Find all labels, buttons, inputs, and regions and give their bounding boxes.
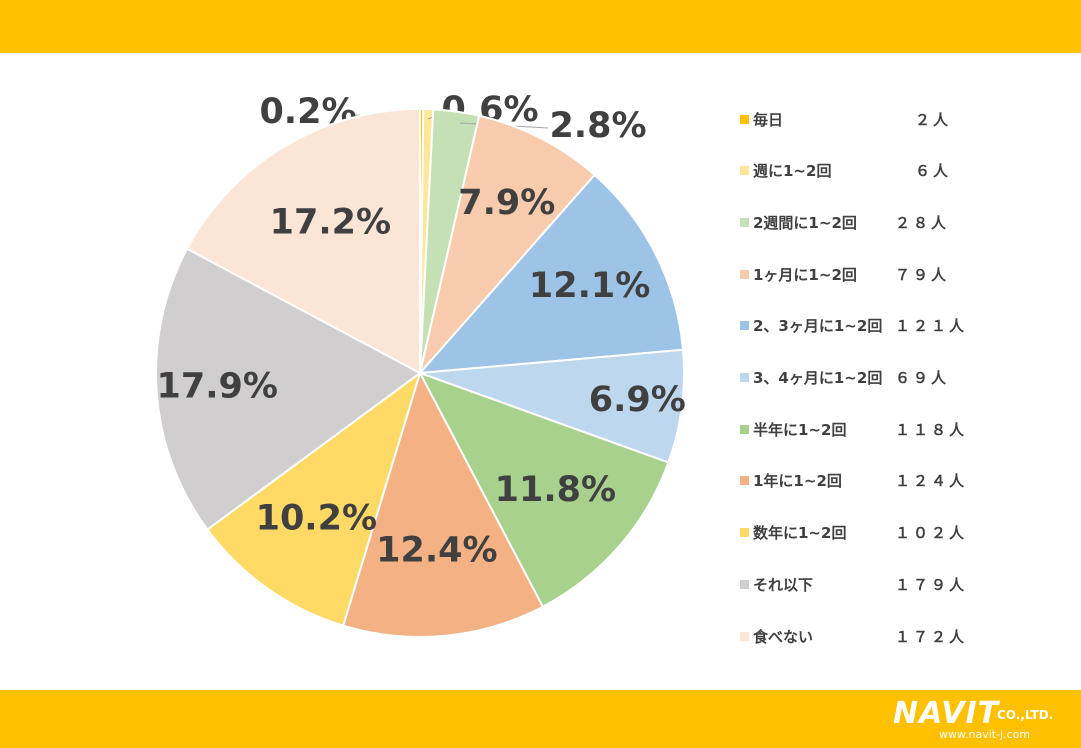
legend-item: 1ヶ月に1~2回 ７９人	[740, 261, 1070, 287]
company-logo: NAVIT CO.,LTD. www.navit-j.com	[893, 697, 1078, 745]
legend-label: 週に1~2回	[753, 162, 832, 181]
legend-count: ６９人	[895, 369, 950, 387]
legend-swatch	[740, 528, 749, 538]
slice-percent-label: 17.2%	[270, 203, 391, 243]
legend-label: 半年に1~2回	[753, 420, 847, 439]
legend-count: １０２人	[895, 524, 968, 543]
legend-swatch	[740, 476, 749, 486]
pie-slice	[185, 107, 421, 375]
legend-item: 毎日 ２人	[740, 106, 1070, 132]
slice-percent-label: 2.8%	[549, 106, 646, 146]
legend-item: 3、4ヶ月に1~2回 ６９人	[740, 365, 1070, 391]
pie-slice	[419, 348, 685, 464]
legend-label: 3、4ヶ月に1~2回	[753, 369, 883, 387]
legend-count: ２８人	[895, 213, 950, 232]
slice-percent-label: 12.4%	[376, 531, 497, 571]
legend-swatch	[740, 373, 749, 382]
pie-slice	[417, 371, 670, 609]
legend-item: 2週間に1~2回 ２８人	[740, 209, 1070, 235]
legend-count: １１８人	[895, 420, 968, 439]
slice-percent-label: 7.9%	[458, 183, 555, 223]
legend-label: 1ヶ月に1~2回	[753, 265, 857, 284]
legend-label: 2、3ヶ月に1~2回	[753, 317, 883, 336]
legend-count: １７９人	[895, 575, 968, 594]
pie-slice	[417, 173, 685, 375]
legend-item: 食べない １７２人	[740, 623, 1070, 649]
legend-item: 2、3ヶ月に1~2回 １２１人	[740, 313, 1070, 339]
logo-wordmark: NAVIT	[893, 696, 1000, 731]
slice-percent-label: 6.9%	[589, 380, 686, 420]
legend-swatch	[740, 321, 749, 331]
legend-label: 数年に1~2回	[753, 524, 847, 543]
legend-swatch	[740, 114, 749, 124]
legend-count: １２１人	[895, 317, 968, 336]
legend-count: ７９人	[895, 265, 950, 284]
logo-url: www.navit-j.com	[939, 728, 1031, 741]
slice-percent-label: 12.1%	[529, 266, 650, 306]
legend-item: 半年に1~2回 １１８人	[740, 416, 1070, 442]
legend-count: １７２人	[895, 627, 968, 646]
legend-swatch	[740, 424, 749, 434]
slice-percent-label: 10.2%	[256, 499, 377, 539]
legend-swatch	[740, 579, 749, 589]
legend-item: 週に1~2回 ６人	[740, 158, 1070, 184]
pie-chart: 0.2% 0.6% 2.8%7.9%12.1%6.9%11.8%12.4%10.2%…	[155, 90, 686, 638]
legend-swatch	[740, 269, 749, 279]
legend-count: ６人	[915, 162, 952, 181]
logo-company-suffix: CO.,LTD.	[997, 708, 1054, 722]
legend-count: ２人	[915, 110, 952, 129]
legend-label: 毎日	[753, 110, 784, 129]
legend-swatch	[740, 217, 749, 227]
slice-percent-label: 17.9%	[157, 367, 278, 407]
bottom-accent-band	[0, 690, 1081, 748]
pie-slice	[155, 247, 422, 531]
legend-label: 2週間に1~2回	[753, 213, 857, 232]
top-accent-band	[0, 0, 1081, 53]
pie-slice	[341, 370, 545, 638]
legend-label: 1年に1~2回	[753, 472, 842, 491]
legend-swatch	[740, 631, 749, 641]
legend-count: １２４人	[895, 472, 968, 491]
legend-item: それ以下 １７９人	[740, 571, 1070, 597]
legend-label: 食べない	[753, 627, 814, 646]
legend-label: それ以下	[753, 575, 814, 594]
pie-slice	[419, 114, 596, 374]
slice-percent-label: 11.8%	[495, 470, 616, 510]
legend-item: 1年に1~2回 １２４人	[740, 468, 1070, 494]
pie-slice	[206, 370, 422, 627]
legend-item: 数年に1~2回 １０２人	[740, 520, 1070, 546]
legend-swatch	[740, 166, 749, 176]
